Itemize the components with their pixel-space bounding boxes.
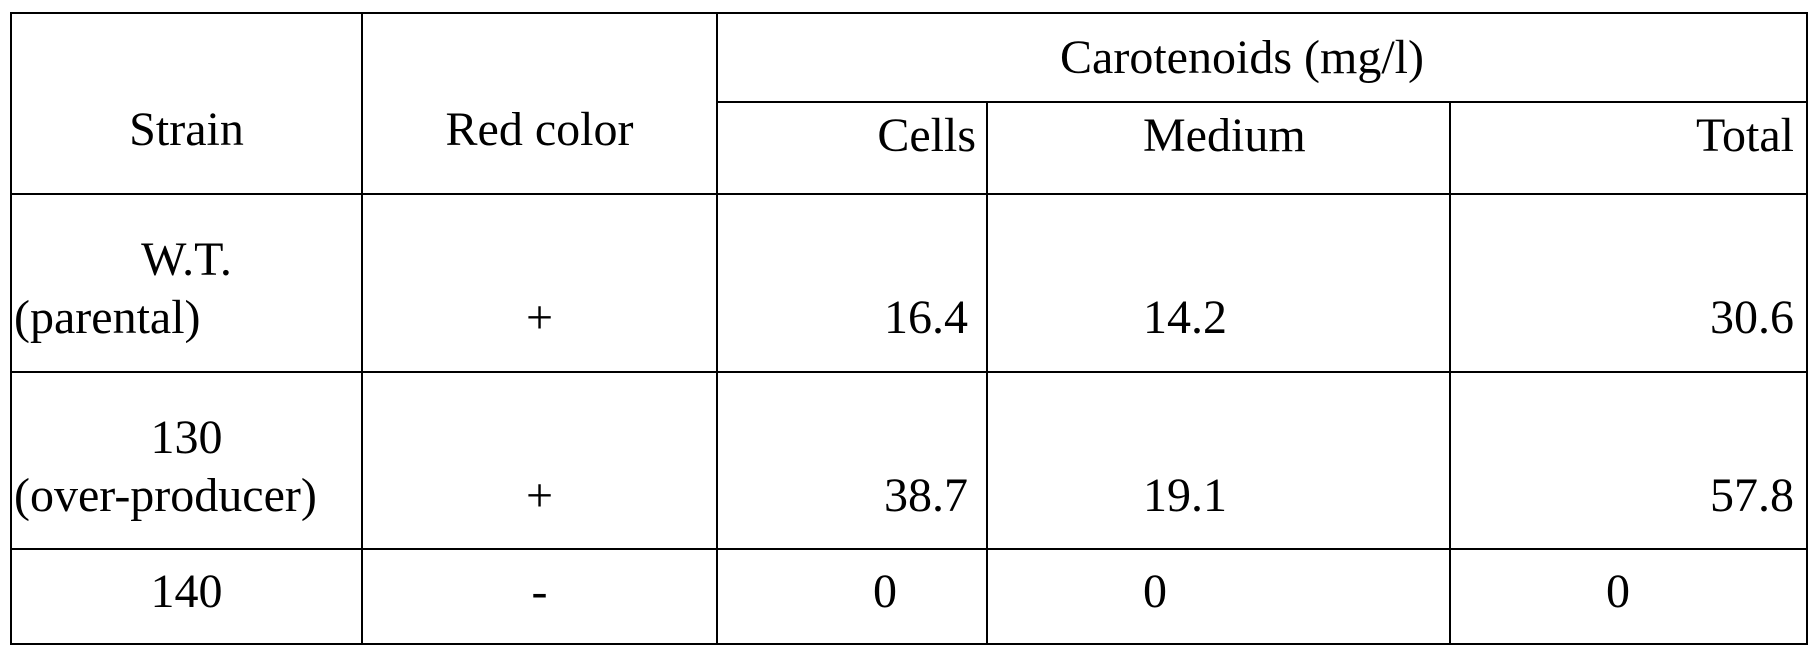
cells-value: 38.7 — [717, 372, 987, 550]
table-row: 140 - 0 0 0 — [11, 549, 1807, 644]
strain-note: (over-producer) — [12, 467, 361, 525]
red-color-cell: + — [362, 194, 717, 372]
strain-cell: 130 (over-producer) — [11, 372, 362, 550]
total-value: 0 — [1450, 549, 1807, 644]
red-color-cell: - — [362, 549, 717, 644]
cells-value: 16.4 — [717, 194, 987, 372]
cells-value: 0 — [717, 549, 987, 644]
strain-cell: 140 — [11, 549, 362, 644]
cells-header: Cells — [717, 102, 987, 193]
medium-value: 0 — [987, 549, 1450, 644]
table-row: 130 (over-producer) + 38.7 19.1 57.8 — [11, 372, 1807, 550]
strain-header: Strain — [11, 13, 362, 194]
table-row: W.T. (parental) + 16.4 14.2 30.6 — [11, 194, 1807, 372]
red-color-header: Red color — [362, 13, 717, 194]
medium-header: Medium — [987, 102, 1450, 193]
total-value: 57.8 — [1450, 372, 1807, 550]
strain-name: 130 — [12, 409, 361, 467]
strain-name: W.T. — [12, 231, 361, 289]
medium-value: 19.1 — [987, 372, 1450, 550]
carotenoids-header: Carotenoids (mg/l) — [717, 13, 1807, 102]
header-row-top: Strain Red color Carotenoids (mg/l) — [11, 13, 1807, 102]
red-color-cell: + — [362, 372, 717, 550]
total-value: 30.6 — [1450, 194, 1807, 372]
total-header: Total — [1450, 102, 1807, 193]
carotenoids-table: Strain Red color Carotenoids (mg/l) Cell… — [10, 12, 1808, 645]
strain-note: (parental) — [12, 289, 361, 347]
strain-cell: W.T. (parental) — [11, 194, 362, 372]
medium-value: 14.2 — [987, 194, 1450, 372]
